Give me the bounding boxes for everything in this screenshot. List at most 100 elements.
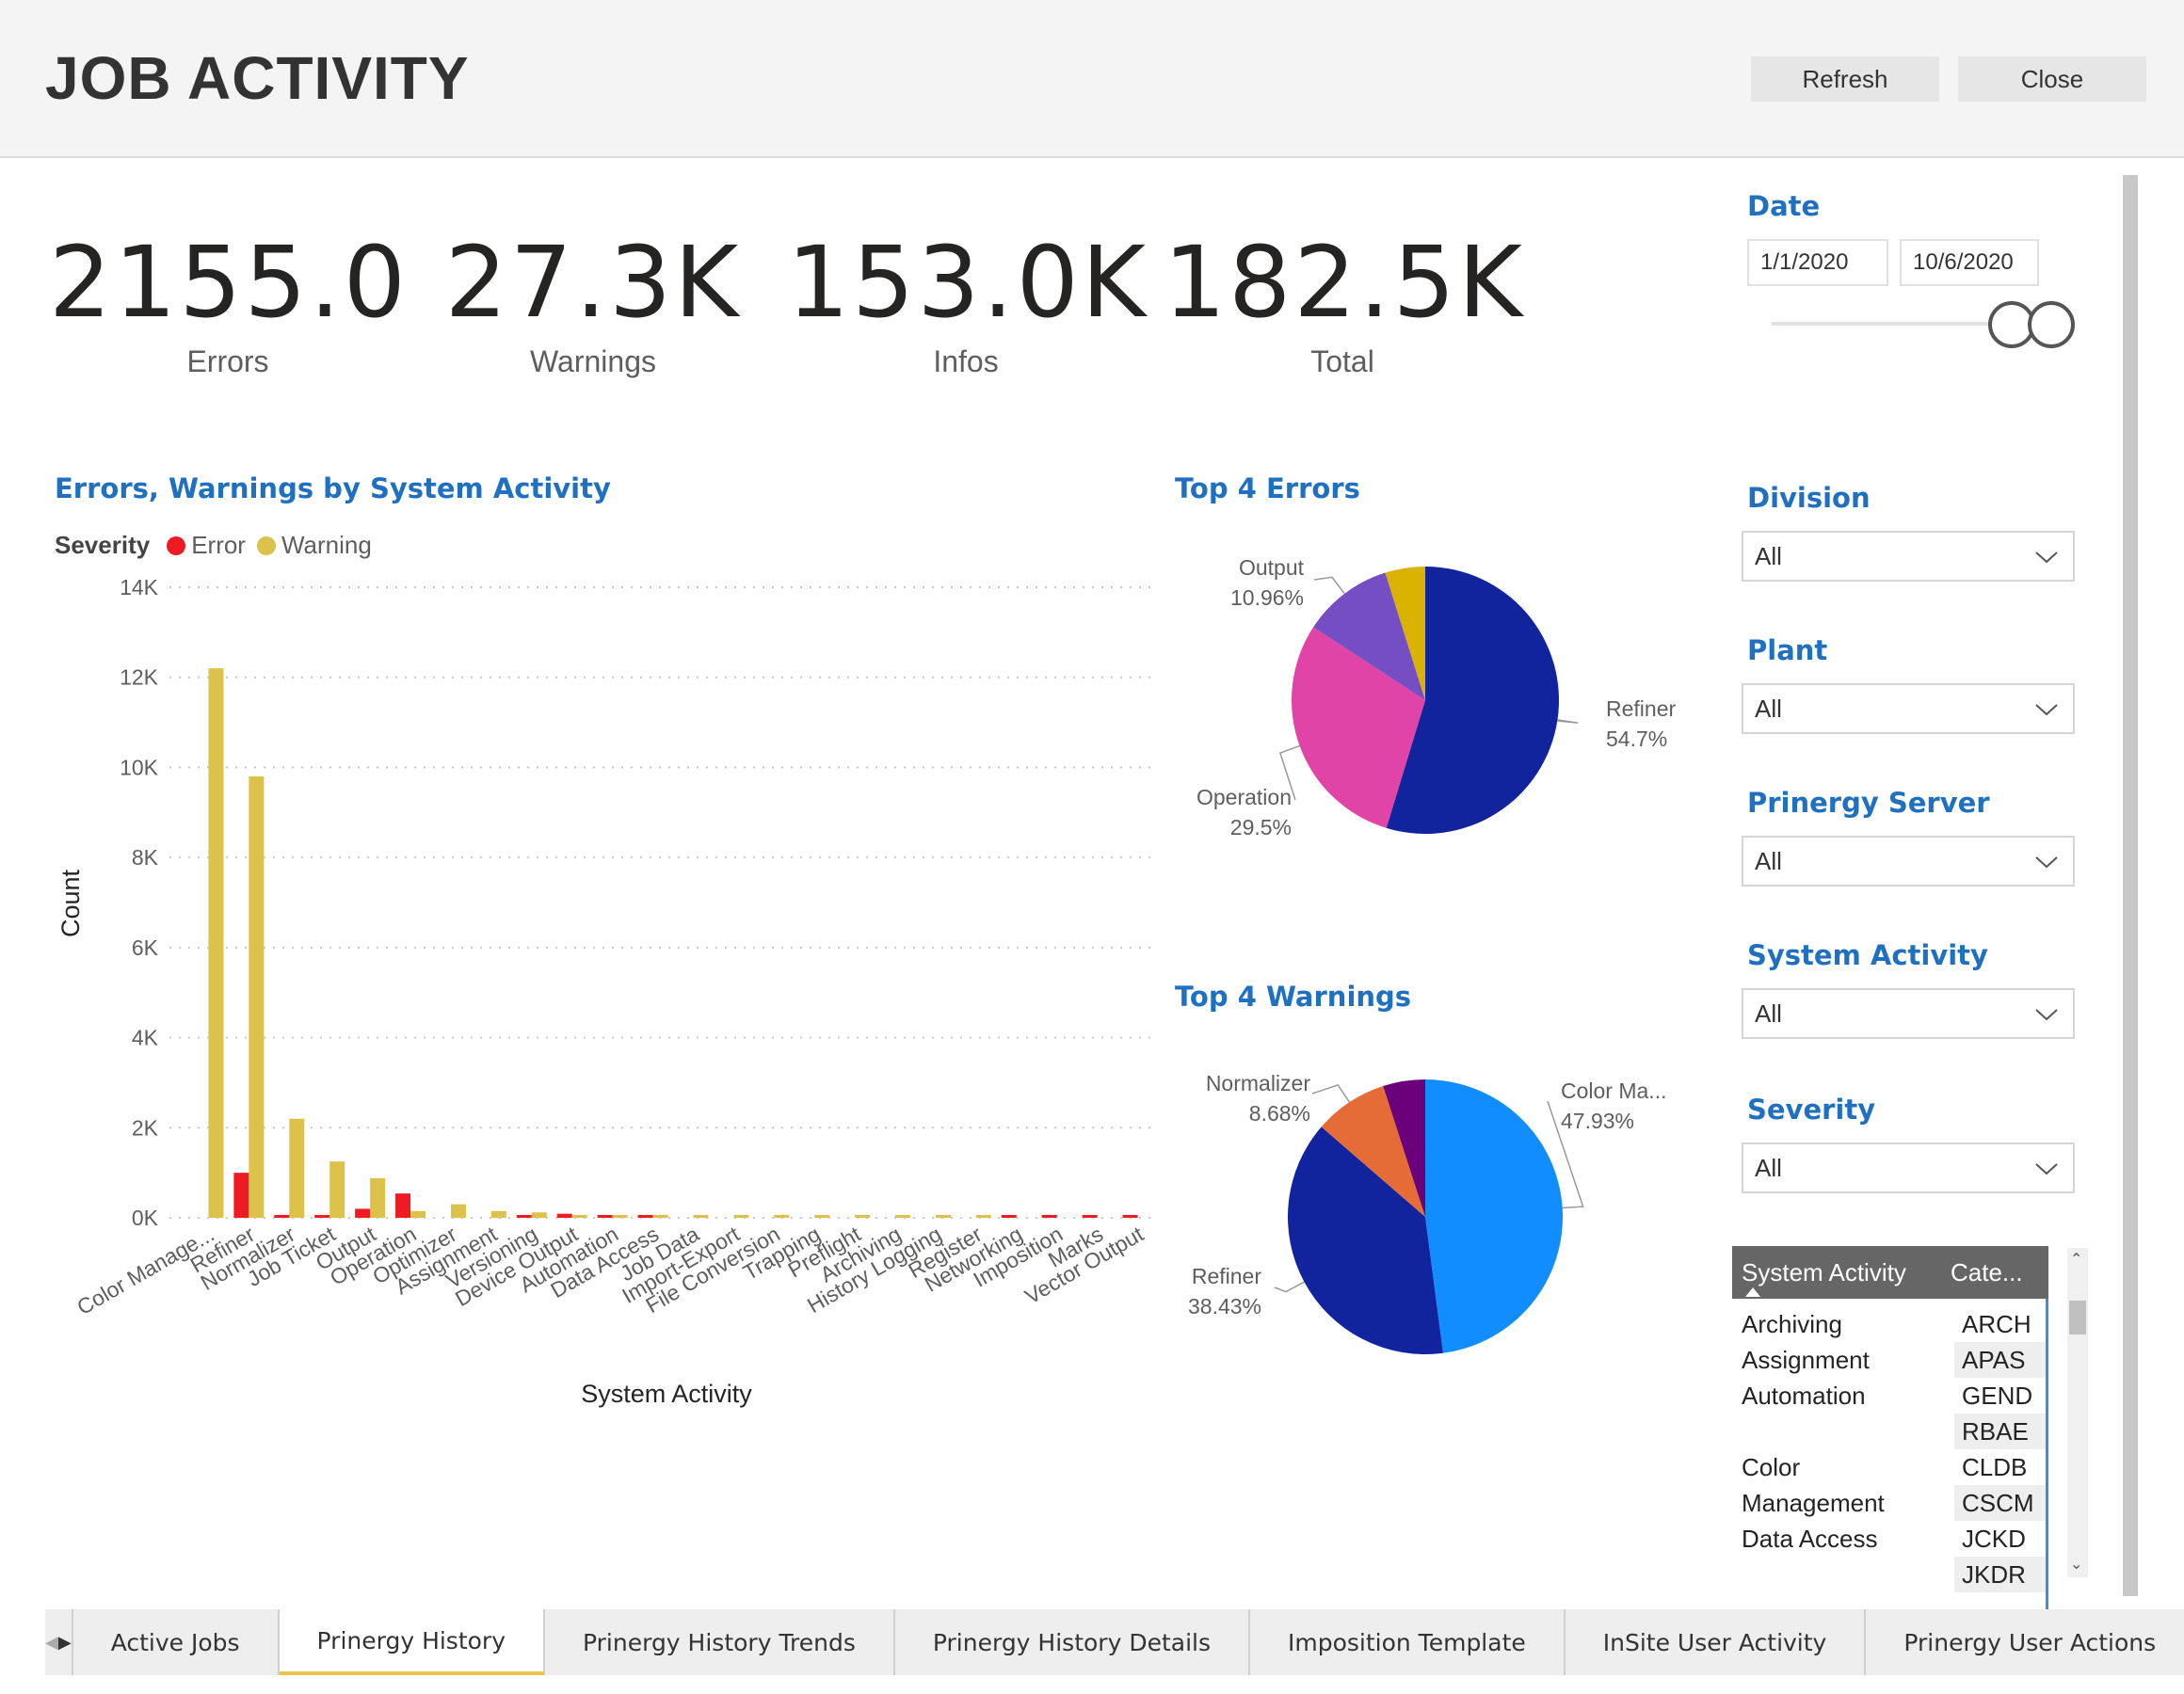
pie-slice[interactable] [1292,627,1425,828]
pie-warnings-chart[interactable]: Color Ma... 47.93% Refiner 38.43% Normalizer… [1167,1035,1713,1374]
table-row[interactable]: Data Access JCKD [1732,1521,2046,1557]
table-row[interactable]: Automation GEND [1732,1378,2046,1414]
table-header-category[interactable]: Cate... [1951,1257,2023,1286]
tab-nav: ◀ ▶ [45,1609,73,1675]
bar-warning[interactable] [652,1215,668,1218]
table-scrollbar[interactable]: ⌃ ⌄ [2067,1248,2088,1577]
chevron-down-icon[interactable]: ⌄ [2070,1557,2083,1573]
bar-warning[interactable] [612,1215,628,1218]
bar-warning[interactable] [450,1204,466,1218]
bar-warning[interactable] [935,1215,951,1218]
pie-slice[interactable] [1383,1079,1425,1217]
pie-slice[interactable] [1425,1079,1564,1353]
bar-error[interactable] [395,1193,411,1218]
tab-active-jobs[interactable]: Active Jobs [73,1609,280,1675]
pie-slice-label: Refiner [1192,1264,1261,1288]
severity-dropdown[interactable]: All [1742,1143,2075,1193]
bar-error[interactable] [637,1215,653,1218]
bar-error[interactable] [1082,1215,1098,1218]
legend-item-error[interactable]: Error [167,531,246,560]
chevron-down-icon [2035,551,2058,564]
bar-warning[interactable] [370,1177,386,1218]
refresh-button[interactable]: Refresh [1751,56,1939,102]
bar-error[interactable] [355,1208,371,1218]
pie-leader-line [1274,1281,1305,1293]
bar-warning[interactable] [774,1215,790,1218]
table-row[interactable]: Color CLDB [1732,1449,2046,1485]
pie-slice-label: Normalizer [1206,1071,1311,1095]
close-button[interactable]: Close [1958,56,2146,102]
bar-warning[interactable] [693,1215,709,1218]
bar-warning[interactable] [490,1210,506,1218]
table-cell-category: GEND [1962,1382,2033,1410]
pie-slice[interactable] [1321,1086,1425,1217]
tab-prinergy-history-trends[interactable]: Prinergy History Trends [545,1609,895,1675]
bar-error[interactable] [314,1215,330,1218]
bar-warning[interactable] [855,1215,871,1218]
chevron-up-icon[interactable]: ⌃ [2070,1252,2083,1268]
table-header: System Activity Cate... [1732,1246,2048,1299]
server-dropdown[interactable]: All [1742,836,2075,887]
bar-error[interactable] [556,1213,572,1218]
plant-dropdown[interactable]: All [1742,683,2075,734]
bar-error[interactable] [1001,1215,1017,1218]
table-cell-category: RBAE [1954,1414,2046,1449]
activity-category-table: System Activity Cate... Archiving ARCH Ass… [1732,1246,2048,1647]
bar-error[interactable] [597,1215,613,1218]
tab-next-icon[interactable]: ▶ [57,1632,72,1652]
bar-warning[interactable] [410,1210,426,1218]
bar-error[interactable] [274,1215,290,1218]
division-dropdown[interactable]: All [1742,531,2075,582]
date-slider-track[interactable] [1772,322,2054,326]
date-start-input[interactable]: 1/1/2020 [1747,239,1888,286]
pie-warnings-title: Top 4 Warnings [1175,981,1412,1013]
table-row[interactable]: Assignment APAS [1732,1342,2046,1378]
table-header-activity[interactable]: System Activity [1742,1257,1906,1286]
pie-slice[interactable] [1385,567,1425,700]
date-end-input[interactable]: 10/6/2020 [1900,239,2039,286]
page-scrollbar[interactable] [2123,175,2138,1596]
bar-warning[interactable] [531,1212,547,1218]
bar-warning[interactable] [895,1215,911,1218]
kpi-value: 153.0K [787,225,1148,340]
bar-error[interactable] [1122,1215,1138,1218]
tab-prinergy-user-actions[interactable]: Prinergy User Actions [1866,1609,2184,1675]
pie-errors-chart[interactable]: Refiner 54.7% Operation 29.5% Output 10.96% [1167,527,1713,866]
bar-error[interactable] [1041,1215,1057,1218]
bar-warning[interactable] [571,1215,587,1218]
pie-slice[interactable] [1386,567,1559,834]
pie-slice-label: Refiner [1606,696,1676,721]
pie-leader-line [1311,1083,1351,1103]
activity-dropdown[interactable]: All [1742,988,2075,1039]
tab-imposition-template[interactable]: Imposition Template [1250,1609,1566,1675]
bar-warning[interactable] [733,1215,749,1218]
bar-warning[interactable] [329,1161,345,1218]
tab-prinergy-history-details[interactable]: Prinergy History Details [895,1609,1250,1675]
bar-warning[interactable] [289,1118,305,1218]
tab-prinergy-history[interactable]: Prinergy History [279,1609,546,1675]
tab-insite-user-activity[interactable]: InSite User Activity [1566,1609,1867,1675]
bar-error[interactable] [233,1173,249,1218]
table-cell-activity: Assignment [1742,1346,1870,1374]
bar-error[interactable] [516,1215,532,1218]
legend-item-warning[interactable]: Warning [256,531,372,560]
table-row[interactable]: RBAE [1732,1414,2046,1449]
pie-slice[interactable] [1313,572,1425,700]
table-cell-category: APAS [1954,1342,2046,1378]
table-cell-activity [1732,1414,1954,1449]
bar-warning[interactable] [249,776,265,1218]
kpi-value: 2155.0 [49,225,409,340]
bar-warning[interactable] [208,668,224,1218]
table-row[interactable]: JKDR [1732,1557,2046,1592]
bar-warning[interactable] [975,1215,991,1218]
table-scroll-thumb[interactable] [2069,1301,2086,1334]
pie-slice[interactable] [1288,1127,1443,1354]
pie-slice-label: Operation [1196,785,1292,809]
date-slider-end-handle[interactable] [2028,301,2075,348]
table-cell-category: JCKD [1962,1525,2026,1553]
tab-prev-icon[interactable]: ◀ [45,1632,58,1652]
table-row[interactable]: Archiving ARCH [1732,1306,2046,1342]
table-row[interactable]: Management CSCM [1732,1485,2046,1521]
bar-warning[interactable] [814,1215,830,1218]
